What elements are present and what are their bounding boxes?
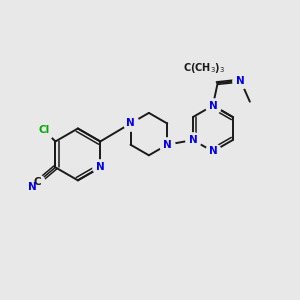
Text: N: N xyxy=(126,118,135,128)
Text: N: N xyxy=(96,162,105,172)
Text: N: N xyxy=(208,146,217,157)
Text: N: N xyxy=(236,76,245,86)
Text: C(CH$_3$)$_3$: C(CH$_3$)$_3$ xyxy=(183,61,225,75)
Text: N: N xyxy=(28,182,37,192)
Text: C: C xyxy=(33,177,41,187)
Text: N: N xyxy=(163,140,172,150)
Text: Cl: Cl xyxy=(38,125,50,135)
Text: N: N xyxy=(189,135,197,145)
Text: N: N xyxy=(208,100,217,110)
